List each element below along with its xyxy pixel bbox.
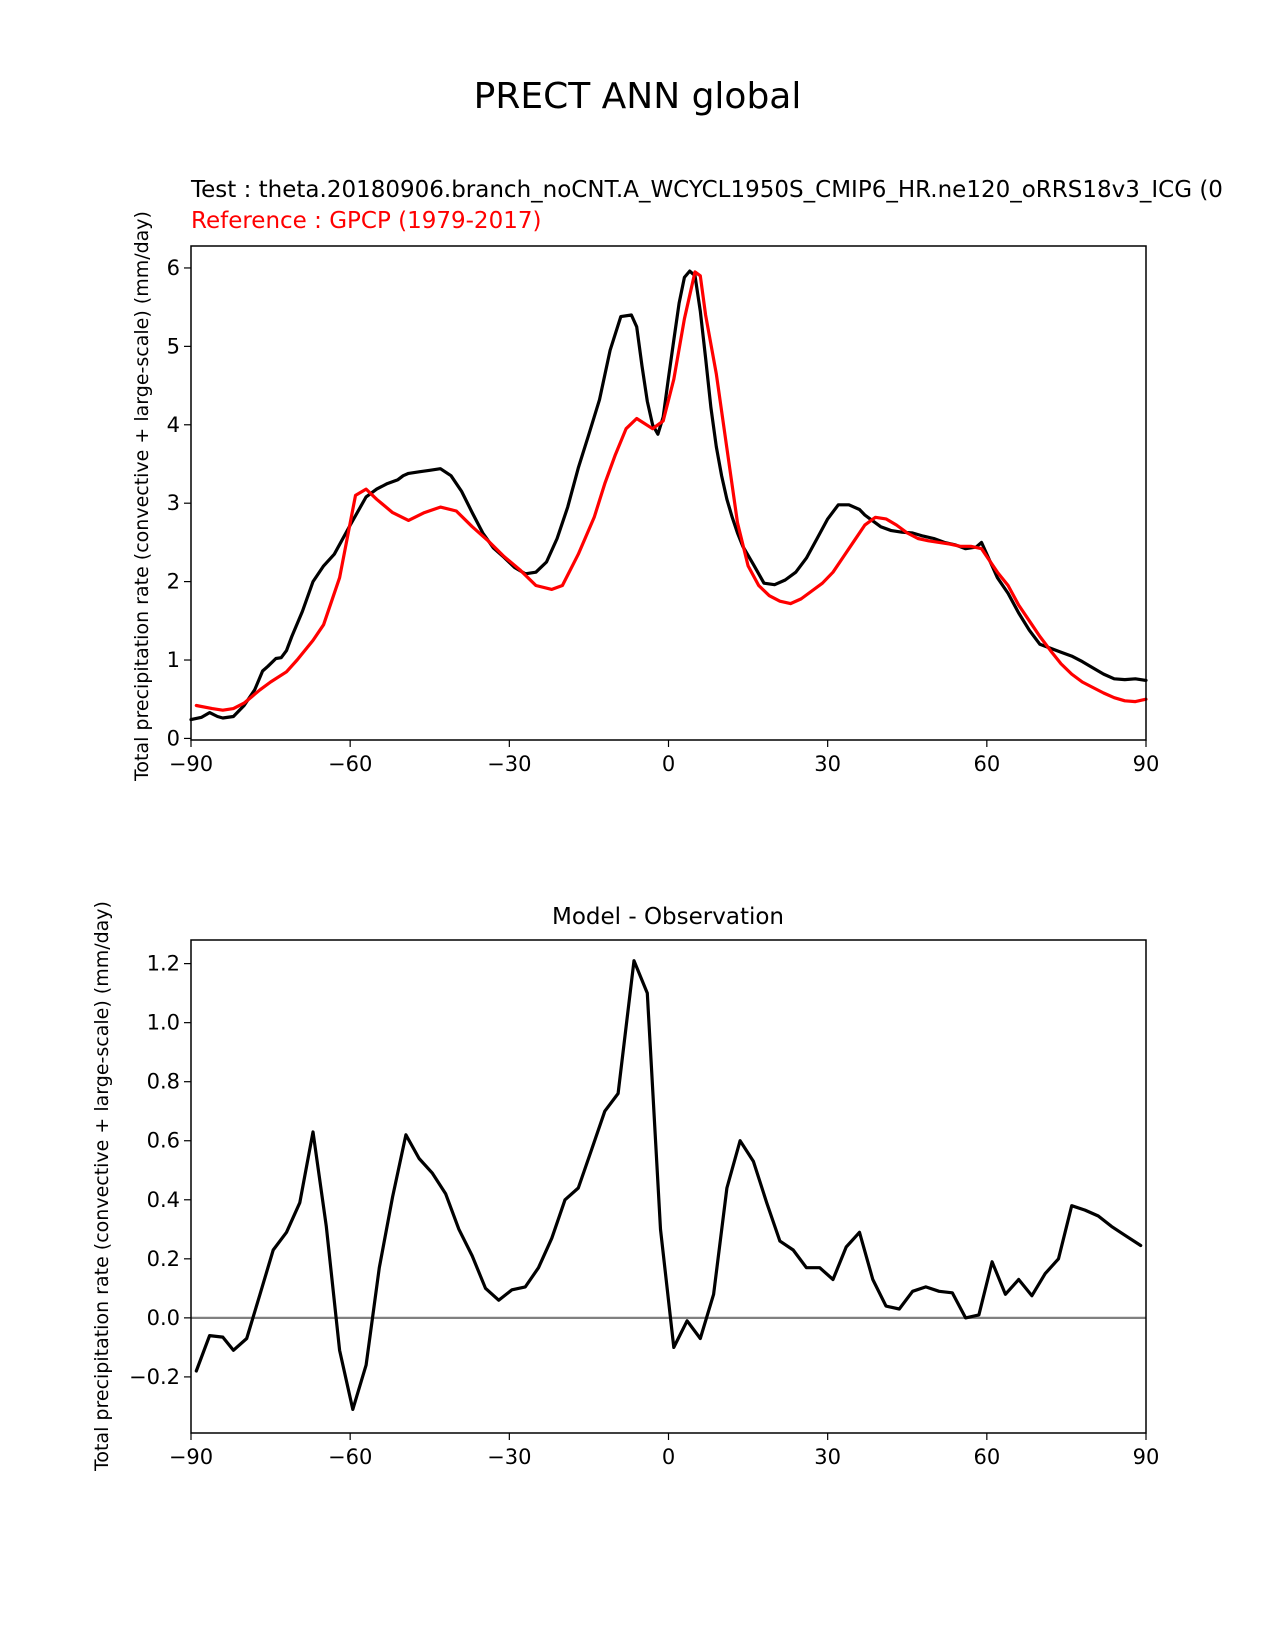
- bottom-x-tick-label: 0: [662, 1445, 675, 1469]
- top-y-axis-label: Total precipitation rate (convective + l…: [131, 211, 153, 782]
- bottom-y-axis-label: Total precipitation rate (convective + l…: [91, 901, 113, 1472]
- bottom-x-tick-label: −60: [328, 1445, 372, 1469]
- top-x-tick-label: 30: [814, 752, 841, 776]
- top-y-tick-label: 3: [167, 491, 180, 515]
- top-y-tick-label: 1: [167, 648, 180, 672]
- bottom-y-tick-label: 0.2: [147, 1247, 180, 1271]
- bottom-x-tick-label: 60: [973, 1445, 1000, 1469]
- bottom-chart: Model - Observation Total precipitation …: [91, 901, 1159, 1472]
- bottom-y-tick-label: −0.2: [129, 1365, 180, 1389]
- reference-label: Reference : GPCP (1979-2017): [191, 208, 541, 234]
- top-x-tick-label: −30: [487, 752, 531, 776]
- top-x-tick-label: 60: [973, 752, 1000, 776]
- top-chart: Test : theta.20180906.branch_noCNT.A_WCY…: [131, 177, 1223, 782]
- bottom-series-model-observation-line: [194, 959, 1143, 1412]
- bottom-y-tick-label: 0.0: [147, 1306, 180, 1330]
- top-y-tick-label: 0: [167, 726, 180, 750]
- top-y-tick-label: 5: [167, 334, 180, 358]
- top-plot-frame: [190, 245, 1147, 741]
- top-x-tick-label: 90: [1133, 752, 1160, 776]
- bottom-chart-title: Model - Observation: [552, 904, 784, 930]
- bottom-y-tick-label: 0.4: [147, 1188, 180, 1212]
- top-series-test-line: [189, 269, 1148, 722]
- top-y-tick-label: 2: [167, 570, 180, 594]
- bottom-x-tick-label: 90: [1133, 1445, 1160, 1469]
- bottom-y-tick-label: 1.2: [147, 952, 180, 976]
- bottom-y-tick-label: 0.6: [147, 1129, 180, 1153]
- figure-title: PRECT ANN global: [474, 76, 802, 117]
- top-y-tick-label: 6: [167, 256, 180, 280]
- top-x-tick-label: −60: [328, 752, 372, 776]
- top-series-group: [189, 269, 1148, 722]
- bottom-y-tick-label: 1.0: [147, 1011, 180, 1035]
- bottom-ticks: −90 −60 −30 0 30 60 90 −0.2 0.0 0.2 0.4 0.6 0.8 1.0 1.…: [129, 952, 1159, 1469]
- top-y-tick-label: 4: [167, 413, 180, 437]
- top-x-tick-label: 0: [662, 752, 675, 776]
- top-series-reference-line: [194, 270, 1148, 712]
- bottom-y-tick-label: 0.8: [147, 1070, 180, 1094]
- top-x-tick-label: −90: [169, 752, 213, 776]
- bottom-x-tick-label: −90: [169, 1445, 213, 1469]
- bottom-series-group: [191, 959, 1146, 1412]
- test-label: Test : theta.20180906.branch_noCNT.A_WCY…: [190, 177, 1223, 203]
- bottom-x-tick-label: 30: [814, 1445, 841, 1469]
- top-ticks: −90 −60 −30 0 30 60 90 0 1 2 3 4 5 6: [167, 256, 1160, 776]
- bottom-x-tick-label: −30: [487, 1445, 531, 1469]
- bottom-plot-frame: [190, 939, 1147, 1434]
